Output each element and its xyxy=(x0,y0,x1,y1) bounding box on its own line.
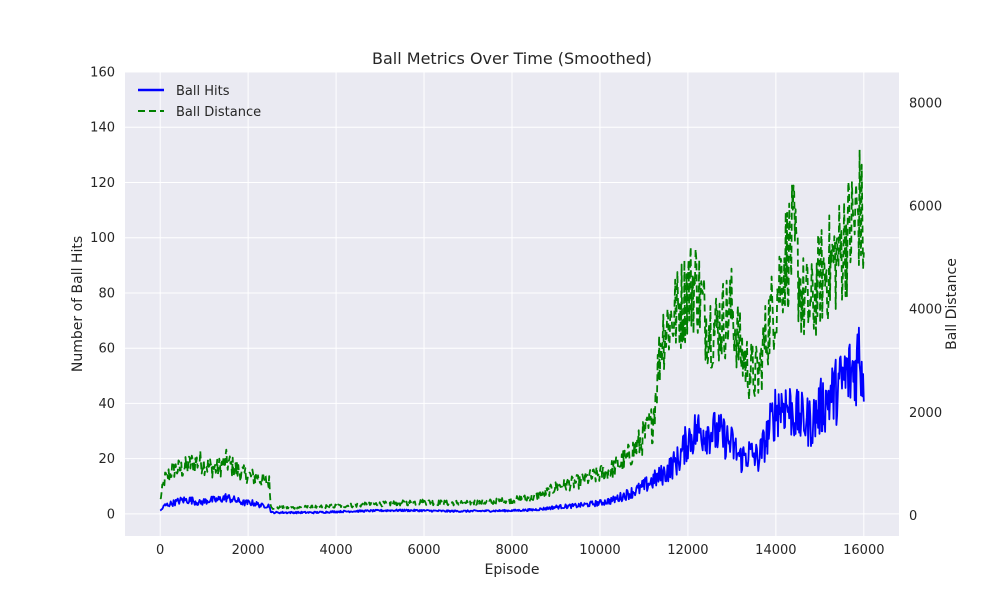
x-tick-label: 16000 xyxy=(843,543,884,558)
y2-tick-label: 2000 xyxy=(909,406,942,421)
y2-tick-label: 4000 xyxy=(909,303,942,318)
y2-tick-label: 8000 xyxy=(909,96,942,111)
series-line-ball-distance xyxy=(159,148,865,511)
x-tick-label: 6000 xyxy=(407,543,440,558)
y-tick-label: 20 xyxy=(98,452,115,467)
y-axis-label: Number of Ball Hits xyxy=(70,236,86,372)
x-tick-label: 12000 xyxy=(667,543,708,558)
legend-label-ball-distance: Ball Distance xyxy=(176,105,261,120)
series-layer xyxy=(159,148,865,515)
y-axis-ticks: 0 20 40 60 80 100 120 140 160 xyxy=(90,66,115,523)
legend: Ball Hits Ball Distance xyxy=(138,84,261,120)
chart-title: Ball Metrics Over Time (Smoothed) xyxy=(372,49,652,68)
x-tick-label: 14000 xyxy=(755,543,796,558)
y2-tick-label: 6000 xyxy=(909,200,942,215)
x-tick-label: 0 xyxy=(156,543,164,558)
y2-axis-ticks: 0 2000 4000 6000 8000 xyxy=(909,96,942,523)
x-axis-ticks: 0 2000 4000 6000 8000 10000 12000 14000 16000 xyxy=(156,543,884,558)
y-tick-label: 0 xyxy=(107,507,115,522)
y-tick-label: 140 xyxy=(90,121,115,136)
x-tick-label: 8000 xyxy=(495,543,528,558)
y-tick-label: 100 xyxy=(90,231,115,246)
x-tick-label: 10000 xyxy=(579,543,620,558)
y-tick-label: 60 xyxy=(98,342,115,357)
x-tick-label: 4000 xyxy=(320,543,353,558)
x-axis-label: Episode xyxy=(485,562,540,578)
y-tick-label: 40 xyxy=(98,397,115,412)
y-tick-label: 80 xyxy=(98,286,115,301)
y-tick-label: 160 xyxy=(90,66,115,81)
grid xyxy=(125,71,899,536)
y2-axis-label: Ball Distance xyxy=(944,258,960,350)
y2-tick-label: 0 xyxy=(909,509,917,524)
legend-label-ball-hits: Ball Hits xyxy=(176,84,230,99)
x-tick-label: 2000 xyxy=(232,543,265,558)
series-line-ball-hits xyxy=(159,326,865,515)
y-tick-label: 120 xyxy=(90,176,115,191)
